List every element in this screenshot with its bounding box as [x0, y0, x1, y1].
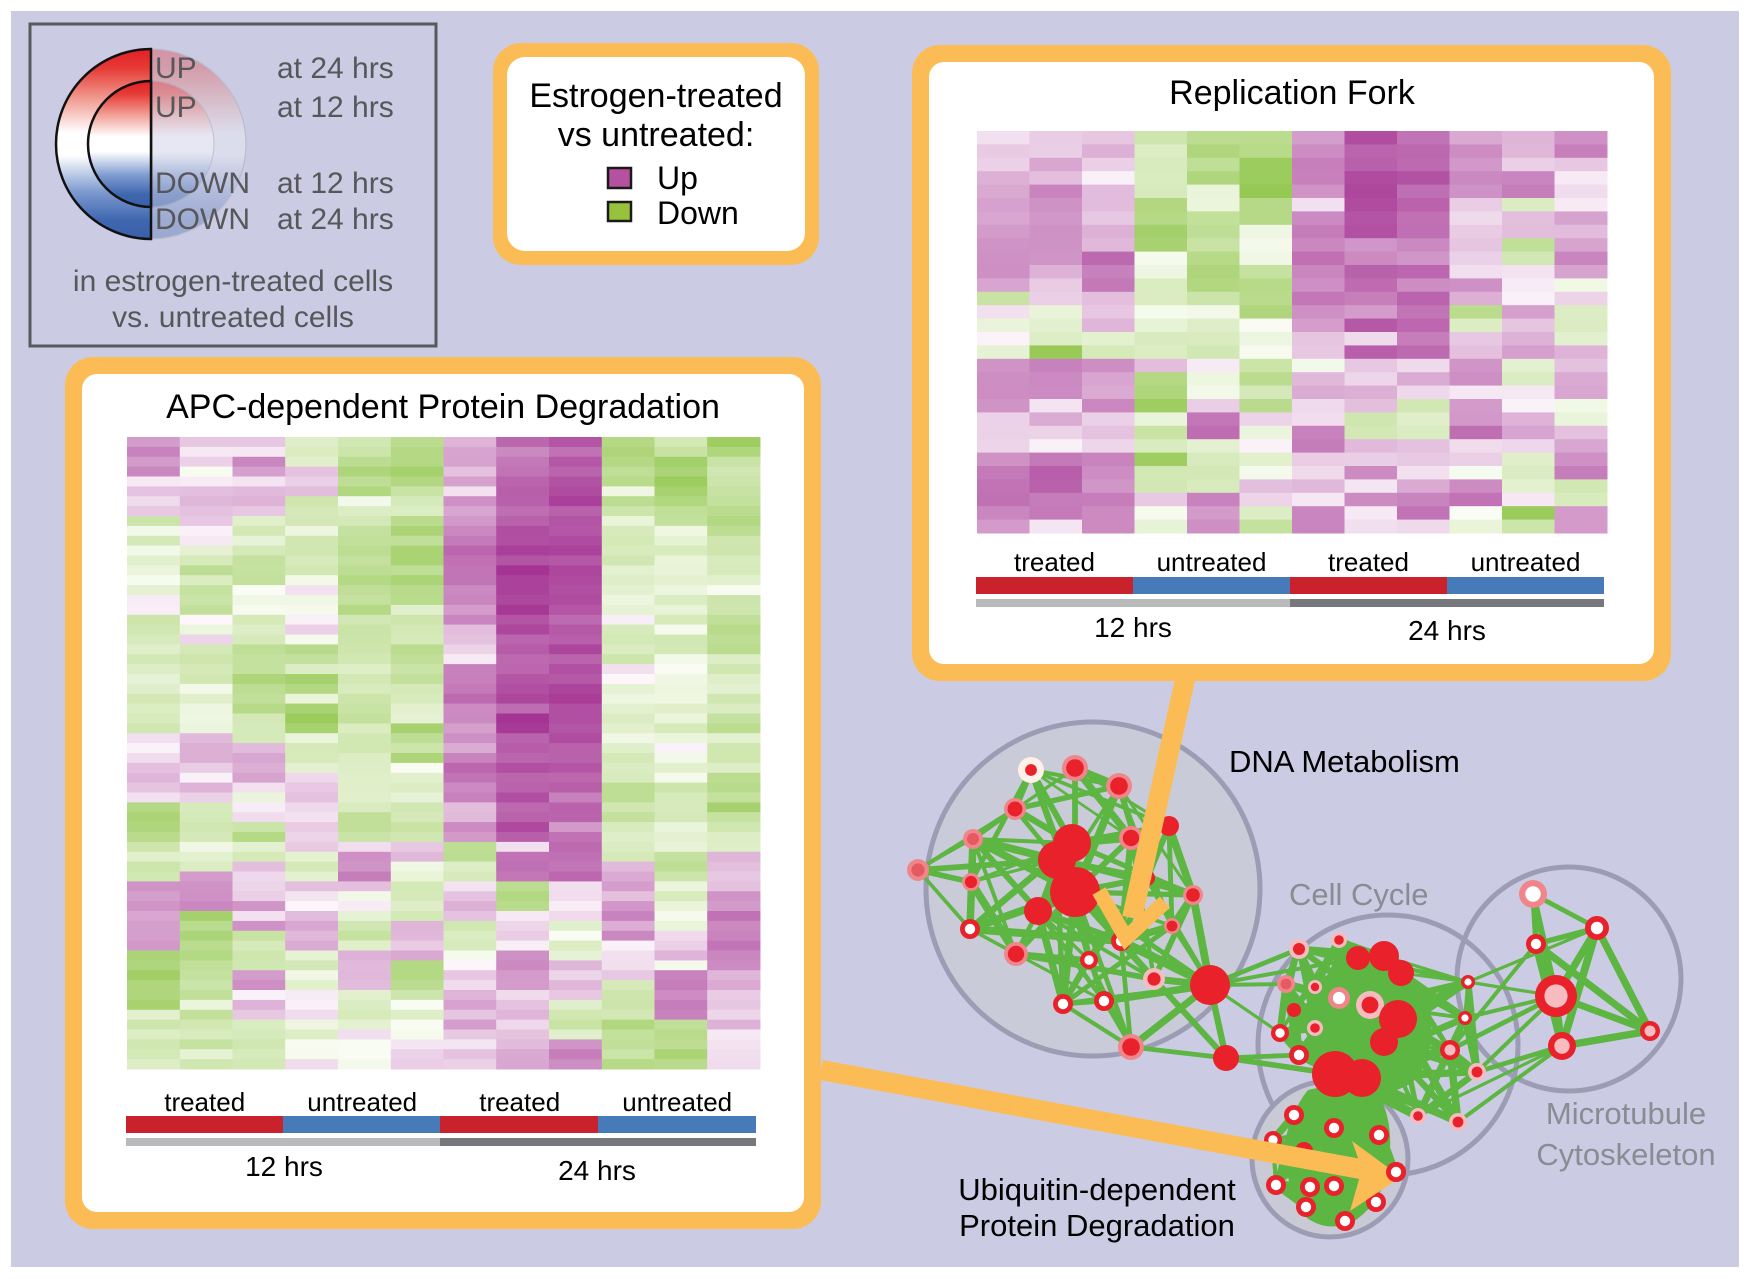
svg-text:12 hrs: 12 hrs [245, 1151, 323, 1182]
svg-text:DOWN: DOWN [155, 203, 250, 236]
svg-text:vs. untreated cells: vs. untreated cells [112, 301, 354, 334]
svg-text:untreated: untreated [1157, 547, 1267, 577]
svg-text:untreated: untreated [622, 1087, 732, 1117]
svg-text:in estrogen-treated cells: in estrogen-treated cells [73, 265, 393, 298]
svg-text:at 12 hrs: at 12 hrs [277, 167, 394, 200]
svg-text:untreated: untreated [307, 1087, 417, 1117]
svg-text:Down: Down [657, 195, 739, 231]
svg-text:Replication Fork: Replication Fork [1169, 74, 1416, 112]
svg-text:24 hrs: 24 hrs [1408, 615, 1486, 646]
svg-text:Estrogen-treated: Estrogen-treated [529, 77, 782, 115]
svg-text:Protein Degradation: Protein Degradation [959, 1208, 1235, 1243]
svg-text:DOWN: DOWN [155, 167, 250, 200]
svg-text:12 hrs: 12 hrs [1094, 612, 1172, 643]
svg-text:UP: UP [155, 52, 197, 85]
svg-text:APC-dependent Protein Degradat: APC-dependent Protein Degradation [166, 388, 720, 426]
svg-text:at 24 hrs: at 24 hrs [277, 52, 394, 85]
svg-text:UP: UP [155, 91, 197, 124]
svg-text:DNA Metabolism: DNA Metabolism [1229, 744, 1460, 779]
svg-text:at 12 hrs: at 12 hrs [277, 91, 394, 124]
svg-text:Cytoskeleton: Cytoskeleton [1536, 1137, 1715, 1172]
svg-text:Up: Up [657, 160, 698, 196]
svg-text:Cell Cycle: Cell Cycle [1289, 877, 1429, 912]
svg-text:at 24 hrs: at 24 hrs [277, 203, 394, 236]
svg-text:vs untreated:: vs untreated: [558, 116, 755, 154]
svg-text:24 hrs: 24 hrs [558, 1155, 636, 1186]
svg-text:treated: treated [479, 1087, 560, 1117]
svg-text:treated: treated [164, 1087, 245, 1117]
svg-text:treated: treated [1328, 547, 1409, 577]
svg-text:Microtubule: Microtubule [1546, 1096, 1706, 1131]
svg-text:untreated: untreated [1471, 547, 1581, 577]
svg-text:treated: treated [1014, 547, 1095, 577]
svg-text:Ubiquitin-dependent: Ubiquitin-dependent [958, 1172, 1236, 1207]
